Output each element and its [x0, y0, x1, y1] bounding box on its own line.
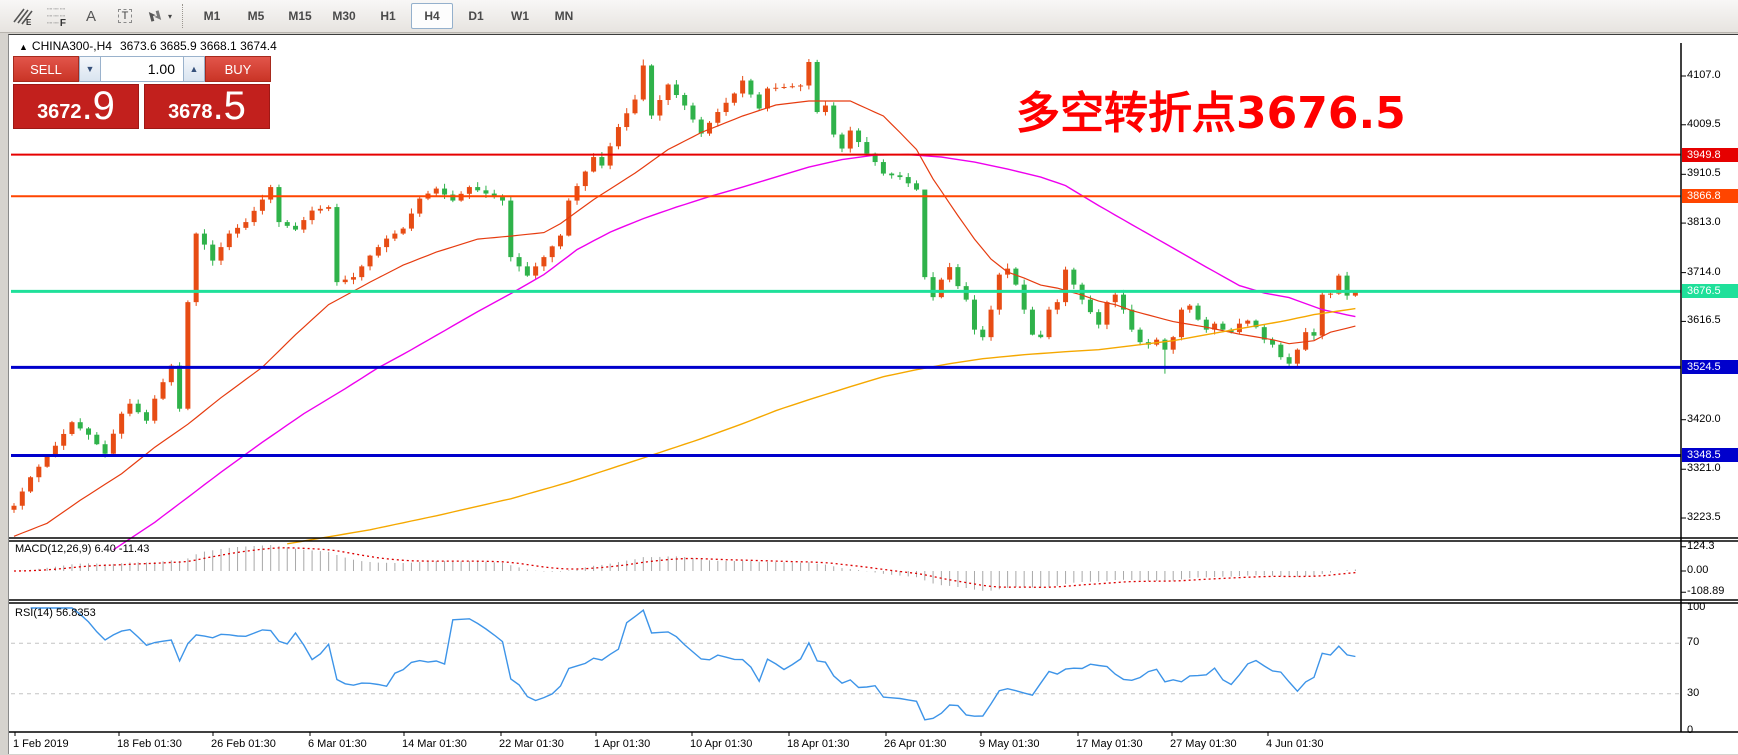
price-axis-label: 3223.5 [1687, 511, 1721, 523]
one-click-trade-panel: SELL ▼ ▲ BUY 3672.9 3678.5 [13, 56, 271, 129]
timeframe-button-M30[interactable]: M30 [332, 9, 356, 23]
text-t-glyph: T [117, 9, 133, 23]
ma-slow-line [287, 307, 1356, 545]
timeframe-button-W1[interactable]: W1 [511, 9, 529, 23]
time-axis-label: 27 May 01:30 [1170, 738, 1237, 750]
price-axis-label: 3420.0 [1687, 412, 1721, 425]
time-axis-label: 22 Mar 01:30 [499, 738, 564, 750]
price-axis-label: 4009.5 [1687, 117, 1721, 130]
price-level-badge: 3524.5 [1682, 360, 1738, 375]
text-a-glyph: A [85, 7, 96, 25]
ask-price-main: 3678 [168, 101, 213, 123]
collapse-triangle-icon[interactable]: ▲ [19, 42, 28, 52]
volume-input[interactable] [101, 56, 183, 82]
text-label-box-icon[interactable]: T [109, 2, 141, 30]
price-level-badge: 3866.8 [1682, 189, 1738, 204]
top-toolbar: E ┈┈┈ ┈┈┈ ┈┈F A T ▾ M1 M5 M15 M30 H1 H4 D1 W1 MN [0, 0, 1738, 33]
time-axis-label: 4 Jun 01:30 [1266, 738, 1324, 750]
buy-button[interactable]: BUY [205, 56, 271, 82]
chart-title: ▲ CHINA300-,H4 3673.6 3685.9 3668.1 3674.4 [19, 39, 277, 53]
grid-icon-glyph: F [59, 17, 67, 29]
svg-text:E: E [26, 18, 32, 26]
timeframe-group: M1 M5 M15 M30 H1 H4 D1 W1 MN [190, 3, 586, 29]
price-axis-label: 3616.5 [1687, 314, 1721, 327]
timeframe-button-D1[interactable]: D1 [468, 9, 484, 23]
ma-mid-line [113, 153, 1356, 551]
time-axis-label: 26 Apr 01:30 [884, 738, 947, 750]
indicator-hatch-icon[interactable]: E [7, 2, 39, 30]
time-axis-label: 26 Feb 01:30 [211, 738, 276, 750]
ma-fast-line [13, 100, 1356, 537]
chart-text-annotation: 多空转折点3676.5 [1016, 88, 1406, 139]
grid-properties-icon[interactable]: ┈┈┈ ┈┈┈ ┈┈F [47, 3, 67, 29]
macd-axis-label: 124.3 [1687, 539, 1715, 552]
price-level-badge: 3348.5 [1682, 448, 1738, 463]
time-axis-label: 10 Apr 01:30 [690, 738, 753, 750]
bid-price-fraction: .9 [81, 84, 115, 128]
rsi-axis-label: 70 [1687, 636, 1700, 649]
timeframe-button-M5[interactable]: M5 [247, 9, 265, 23]
price-level-badge: 3949.8 [1682, 147, 1738, 162]
time-axis-label: 6 Mar 01:30 [308, 738, 367, 750]
timeframe-button-MN[interactable]: MN [554, 9, 574, 23]
macd-axis-label: -108.89 [1687, 585, 1725, 598]
bid-price-tile[interactable]: 3672.9 [13, 84, 139, 129]
price-axis-label: 4107.0 [1687, 69, 1721, 81]
ask-price-fraction: .5 [212, 84, 246, 128]
timeframe-button-M1[interactable]: M1 [203, 9, 221, 23]
bid-price-main: 3672 [37, 101, 82, 123]
time-axis-label: 18 Apr 01:30 [787, 738, 850, 750]
timeframe-button-M15[interactable]: M15 [288, 9, 312, 23]
time-axis-label: 1 Apr 01:30 [594, 738, 651, 750]
chart-window: ▲ CHINA300-,H4 3673.6 3685.9 3668.1 3674.4… [8, 34, 1738, 754]
time-axis-label: 18 Feb 01:30 [117, 738, 182, 750]
time-axis-label: 1 Feb 2019 [13, 738, 69, 750]
rsi-axis-label: 0 [1687, 724, 1694, 736]
price-axis-label: 3321.0 [1687, 462, 1721, 475]
macd-indicator-label: MACD(12,26,9) 6.40 -11.43 [15, 543, 150, 555]
sell-button[interactable]: SELL [13, 56, 79, 82]
price-chart-canvas[interactable] [9, 35, 1738, 755]
symbol-period-label: CHINA300-,H4 [31, 39, 112, 53]
toolbar-separator [182, 4, 184, 28]
volume-decrease-button[interactable]: ▼ [79, 56, 101, 82]
price-axis-label: 3910.5 [1687, 167, 1721, 180]
rsi-axis-label: 100 [1687, 601, 1706, 613]
time-axis-label: 14 Mar 01:30 [402, 738, 467, 750]
macd-axis-label: 0.00 [1687, 564, 1709, 576]
dropdown-caret-icon: ▾ [167, 11, 172, 21]
volume-increase-button[interactable]: ▲ [183, 56, 205, 82]
ask-price-tile[interactable]: 3678.5 [144, 84, 270, 129]
cursor-arrows-icon[interactable]: ▾ [143, 2, 175, 30]
timeframe-button-H1[interactable]: H1 [380, 9, 396, 23]
price-axis-label: 3714.0 [1687, 265, 1721, 278]
price-axis-label: 3813.0 [1687, 216, 1721, 229]
ohlc-values: 3673.6 3685.9 3668.1 3674.4 [119, 39, 277, 53]
rsi-indicator-label: RSI(14) 56.8353 [15, 607, 96, 619]
text-annotation-icon[interactable]: A [75, 2, 107, 30]
time-axis-label: 17 May 01:30 [1076, 738, 1143, 750]
time-axis-label: 9 May 01:30 [979, 738, 1040, 750]
timeframe-button-H4[interactable]: H4 [411, 3, 453, 29]
rsi-line [30, 607, 1356, 721]
rsi-axis-label: 30 [1687, 686, 1700, 699]
price-level-badge: 3676.5 [1682, 284, 1738, 299]
